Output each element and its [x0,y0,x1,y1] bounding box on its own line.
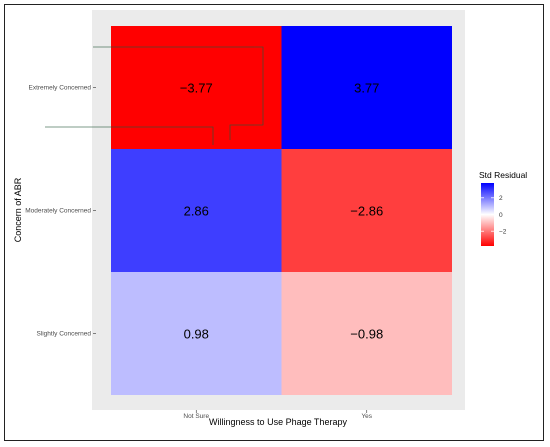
heatmap-chart: −3.77 3.77 2.86 −2.86 0.98 −0.98 Extremely Co… [13,10,527,427]
y-tick-label: Moderately Concerned [25,208,91,215]
y-tick-label: Slightly Concerned [36,331,91,338]
x-axis-ticks: Not Sure Yes [183,410,373,420]
color-legend: Std Residual 2 0 −2 [479,170,527,246]
cell-value-label: −0.98 [350,327,383,342]
cell-value-label: 0.98 [184,327,209,342]
y-tick-label: Extremely Concerned [29,85,92,92]
heatmap-cells: −3.77 3.77 2.86 −2.86 0.98 −0.98 [111,26,452,395]
cell-value-label: −3.77 [180,81,213,96]
legend-ticks: 2 0 −2 [481,195,507,236]
legend-tick-label: −2 [499,229,507,236]
legend-tick-label: 0 [499,212,503,219]
heatmap-cell [281,272,452,395]
y-axis-title: Concern of ABR [13,177,23,242]
legend-tick-label: 2 [499,195,503,202]
heatmap-cell [111,26,282,149]
legend-title: Std Residual [479,170,527,180]
figure-frame: −3.77 3.77 2.86 −2.86 0.98 −0.98 Extremely Co… [4,4,544,441]
heatmap-cell [111,272,282,395]
overlay-artifacts [45,46,264,145]
cell-value-label: 3.77 [354,81,379,96]
heatmap-cell [281,26,452,149]
cell-value-label: 2.86 [184,204,209,219]
legend-colorbar [481,183,494,246]
cell-value-label: −2.86 [350,204,383,219]
heatmap-cell [281,149,452,272]
x-tick-label: Not Sure [183,413,209,420]
x-tick-label: Yes [361,413,372,420]
x-axis-title: Willingness to Use Phage Therapy [209,417,347,427]
y-axis-ticks: Extremely Concerned Moderately Concerned S… [25,85,96,338]
heatmap-cell [111,149,282,272]
